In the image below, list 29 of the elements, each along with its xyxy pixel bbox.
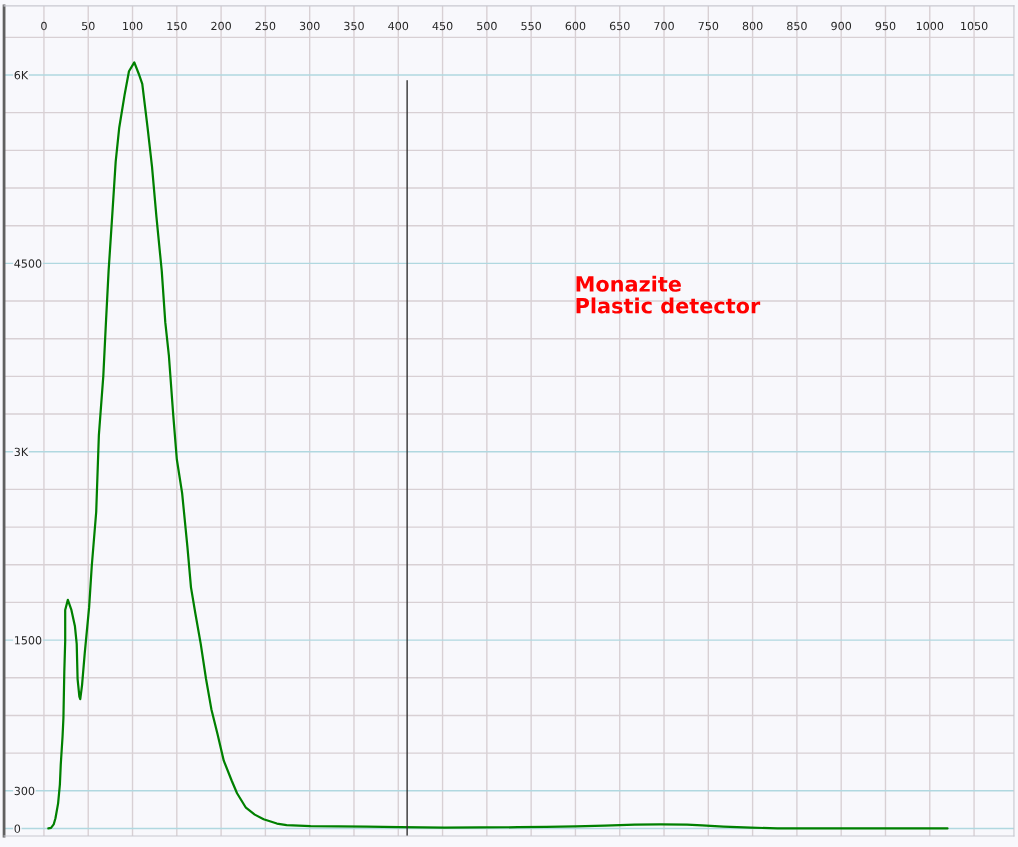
x-tick-label: 800 <box>742 21 763 31</box>
x-tick-label: 50 <box>82 21 95 31</box>
y-tick-label: 0 <box>14 824 21 833</box>
x-tick-label: 350 <box>344 21 364 31</box>
x-tick-label: 100 <box>123 21 143 31</box>
x-tick-label: 450 <box>432 21 453 31</box>
x-tick-label: 750 <box>698 21 719 31</box>
x-tick-label: 250 <box>255 21 276 31</box>
x-tick-label: 300 <box>299 21 320 31</box>
x-tick-label: 1000 <box>916 21 944 31</box>
y-tick-label: 1500 <box>15 636 42 645</box>
line-series <box>47 61 949 830</box>
x-tick-label: 600 <box>565 21 586 31</box>
x-tick-label: 400 <box>388 21 409 31</box>
x-tick-label: 650 <box>609 21 630 31</box>
x-tick-label: 150 <box>167 21 187 31</box>
x-tick-label: 900 <box>831 21 852 31</box>
x-tick-label: 200 <box>211 21 231 31</box>
x-tick-label: 550 <box>521 21 542 31</box>
x-tick-label: 850 <box>787 21 807 31</box>
y-tick-label: 4500 <box>14 259 42 268</box>
y-tick-label: 300 <box>14 786 35 796</box>
x-tick-label: 1050 <box>961 21 988 31</box>
annotation: Monazite Plastic detector <box>576 275 761 314</box>
x-tick-label: 700 <box>654 21 674 31</box>
y-tick-label: 3K <box>14 447 29 457</box>
y-tick-label: 6K <box>14 70 29 80</box>
x-tick-label: 950 <box>875 21 896 31</box>
x-tick-label: 500 <box>477 21 497 31</box>
